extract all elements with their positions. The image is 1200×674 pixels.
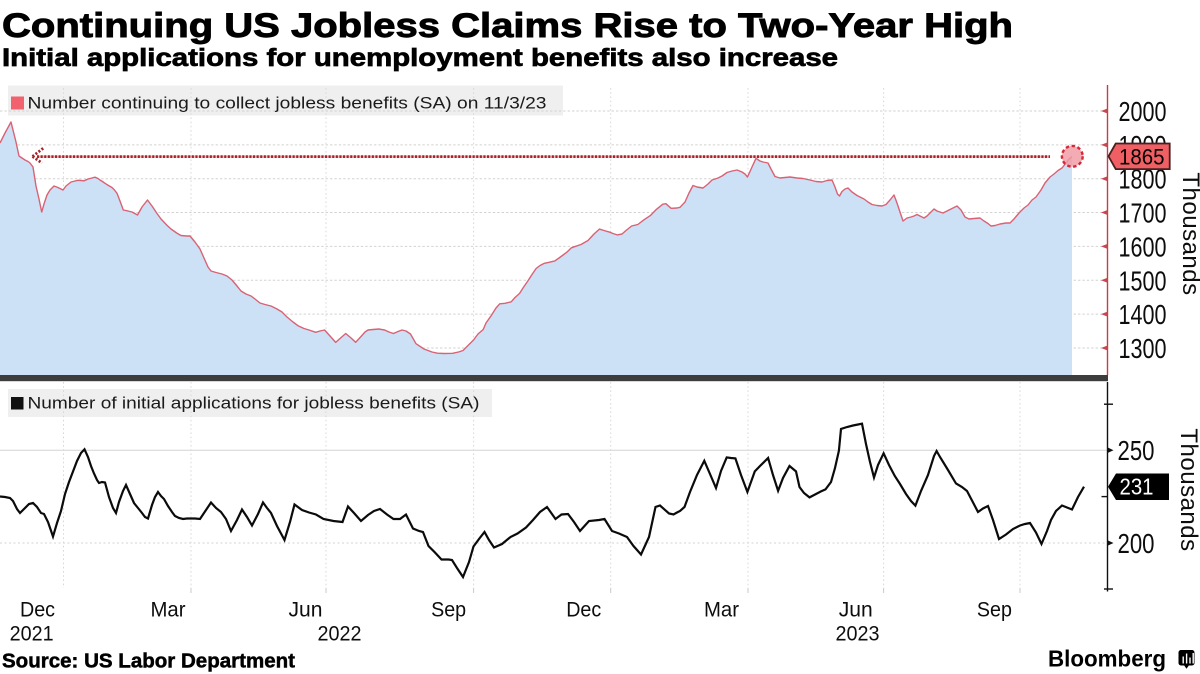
svg-text:Mar: Mar xyxy=(704,598,739,622)
svg-text:Number of initial applications: Number of initial applications for joble… xyxy=(28,393,480,412)
svg-text:Jun: Jun xyxy=(839,598,873,622)
svg-text:200: 200 xyxy=(1118,528,1155,559)
svg-text:1865: 1865 xyxy=(1119,144,1165,169)
svg-text:Dec: Dec xyxy=(20,598,55,622)
svg-text:Source: US Labor Department: Source: US Labor Department xyxy=(2,650,295,673)
svg-text:Mar: Mar xyxy=(151,598,186,622)
svg-text:1500: 1500 xyxy=(1119,265,1167,296)
svg-text:231: 231 xyxy=(1120,474,1154,500)
svg-text:250: 250 xyxy=(1118,435,1155,466)
svg-text:1700: 1700 xyxy=(1119,198,1167,229)
svg-text:Thousands: Thousands xyxy=(1177,172,1200,295)
svg-text:Thousands: Thousands xyxy=(1175,428,1200,551)
svg-text:Dec: Dec xyxy=(566,598,601,622)
svg-text:Continuing US Jobless Claims R: Continuing US Jobless Claims Rise to Two… xyxy=(2,7,1013,45)
svg-text:Sep: Sep xyxy=(977,598,1012,622)
svg-text:Number continuing to collect j: Number continuing to collect jobless ben… xyxy=(28,94,547,113)
svg-text:1400: 1400 xyxy=(1119,299,1167,330)
svg-text:2000: 2000 xyxy=(1119,96,1167,127)
svg-text:2023: 2023 xyxy=(836,622,880,646)
svg-text:Sep: Sep xyxy=(431,598,466,622)
svg-text:Initial applications for unemp: Initial applications for unemployment be… xyxy=(2,44,838,72)
svg-text:Bloomberg: Bloomberg xyxy=(1048,645,1166,671)
svg-text:1300: 1300 xyxy=(1119,333,1167,364)
svg-text:Jun: Jun xyxy=(289,598,323,622)
svg-text:1600: 1600 xyxy=(1119,231,1167,262)
svg-text:2021: 2021 xyxy=(10,622,54,646)
svg-text:2022: 2022 xyxy=(318,622,362,646)
